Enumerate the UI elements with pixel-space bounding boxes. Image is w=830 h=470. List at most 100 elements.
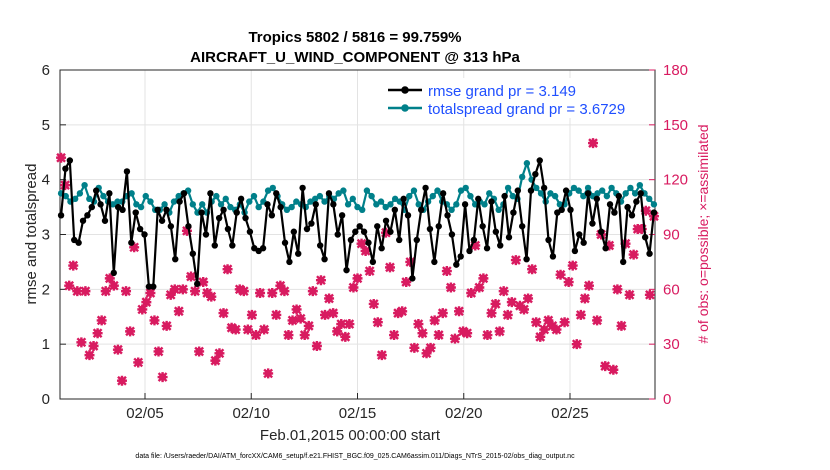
totalspread-point [321, 198, 328, 205]
obs-assimilated-point [311, 340, 322, 351]
totalspread-point [594, 190, 601, 197]
obs-assimilated-point [315, 275, 326, 286]
obs-assimilated-point [510, 255, 521, 266]
obs-assimilated-marker [96, 315, 107, 326]
obs-assimilated-point [173, 306, 184, 317]
totalspread-point [580, 192, 587, 200]
obs-assimilated-point [210, 355, 221, 366]
rmse-point [110, 269, 117, 277]
obs-assimilated-marker [612, 284, 623, 295]
rmse-point [444, 212, 451, 219]
totalspread-point [518, 173, 526, 181]
obs-assimilated-marker [287, 315, 298, 326]
data-file-footnote: data file: /Users/raeder/DAI/ATM_forcXX/… [135, 453, 575, 460]
obs-assimilated-point [324, 293, 335, 304]
rmse-point [637, 190, 644, 197]
obs-assimilated-marker [604, 240, 615, 251]
obs-assimilated-point [571, 339, 582, 350]
obs-assimilated-marker [364, 266, 375, 277]
rmse-point [136, 225, 144, 233]
obs-assimilated-point [250, 330, 261, 341]
rmse-point [290, 228, 298, 235]
obs-assimilated-point [68, 260, 79, 271]
rmse-point [593, 195, 601, 203]
obs-assimilated-point [255, 287, 266, 298]
rmse-point [316, 242, 324, 249]
totalspread-point [622, 190, 629, 197]
rmse-point [650, 209, 658, 216]
rmse-point [321, 255, 328, 263]
totalspread-point [509, 192, 516, 200]
rmse-point [101, 217, 109, 224]
obs-assimilated-point [291, 304, 302, 315]
obs-assimilated-point [421, 348, 432, 359]
series-rmse [57, 157, 658, 290]
x-tick-label: 02/05 [126, 405, 164, 422]
obs-assimilated-marker [100, 286, 111, 297]
rmse-point [229, 242, 236, 249]
obs-assimilated-point [376, 350, 387, 361]
obs-assimilated-marker [121, 286, 132, 297]
obs-assimilated-marker [157, 372, 168, 383]
totalspread-point [556, 201, 564, 208]
obs-assimilated-marker [356, 238, 367, 249]
obs-assimilated-point [307, 286, 318, 297]
obs-assimilated-point [344, 319, 355, 330]
rmse-point [176, 198, 183, 205]
obs-assimilated-marker [226, 322, 237, 333]
rmse-point [145, 283, 153, 290]
totalspread-point [109, 201, 117, 208]
x-tick-label: 02/25 [551, 405, 589, 422]
obs-assimilated-point [393, 308, 404, 319]
obs-assimilated-marker [579, 293, 590, 304]
obs-assimilated-point [259, 324, 270, 335]
totalspread-point [222, 195, 229, 203]
rmse-point [158, 217, 166, 224]
obs-assimilated-point [502, 309, 513, 320]
rmse-point [562, 187, 570, 194]
rmse-point [242, 214, 249, 222]
obs-assimilated-marker [433, 330, 444, 341]
obs-assimilated-point [380, 227, 391, 238]
obs-assimilated-marker [474, 282, 485, 293]
obs-assimilated-marker [454, 306, 465, 317]
obs-assimilated-point [303, 320, 314, 331]
obs-assimilated-marker [255, 287, 266, 298]
obs-assimilated-marker [494, 326, 505, 337]
obs-assimilated-point [494, 326, 505, 337]
obs-assimilated-point [543, 315, 554, 326]
obs-assimilated-marker [384, 262, 395, 273]
obs-assimilated-marker [551, 324, 562, 335]
rmse-point [211, 242, 218, 249]
totalspread-point [486, 190, 493, 197]
rmse-point [57, 212, 65, 219]
rmse-point [295, 250, 302, 257]
totalspread-point [133, 201, 140, 208]
obs-assimilated-marker [413, 319, 424, 330]
rmse-point [497, 242, 504, 249]
totalspread-point [429, 192, 436, 200]
y-left-tick-label: 1 [42, 336, 50, 353]
rmse-point [545, 236, 552, 244]
obs-assimilated-point [112, 344, 123, 355]
obs-assimilated-marker [360, 245, 371, 256]
x-axis: 02/05 02/10 02/15 02/20 02/25 [126, 393, 589, 422]
rmse-point [470, 236, 478, 244]
obs-assimilated-marker [186, 271, 197, 282]
obs-assimilated-marker [259, 324, 270, 335]
obs-assimilated-point [141, 297, 152, 308]
obs-assimilated-marker [470, 240, 481, 251]
totalspread-point [81, 181, 88, 189]
obs-assimilated-point [441, 266, 452, 277]
chart-title-line1: Tropics 5802 / 5816 = 99.759% [248, 29, 461, 46]
obs-assimilated-point [116, 375, 127, 386]
obs-assimilated-point [425, 342, 436, 353]
obs-assimilated-point [368, 298, 379, 309]
obs-assimilated-point [234, 284, 245, 295]
gridlines [60, 69, 655, 400]
rmse-point [598, 228, 605, 235]
obs-assimilated-marker [116, 375, 127, 386]
obs-assimilated-marker [482, 330, 493, 341]
rmse-point [237, 195, 245, 203]
obs-assimilated-marker [230, 324, 241, 335]
